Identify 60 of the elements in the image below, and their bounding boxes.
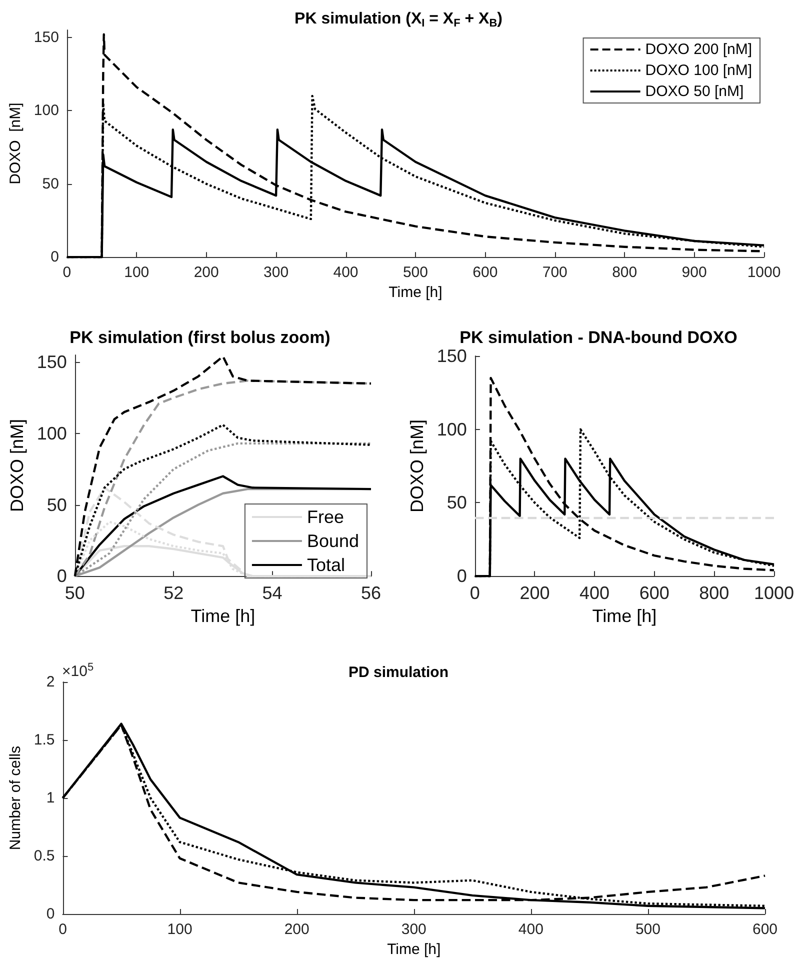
x-tick-label: 0 <box>470 583 480 604</box>
x-tick-label: 800 <box>612 264 638 282</box>
legend-label: Bound <box>306 531 360 551</box>
legend-label: DOXO 100 [nM] <box>645 62 752 79</box>
x-tick-label: 700 <box>542 264 568 282</box>
y-tick-label: 0 <box>50 248 59 266</box>
y-axis-title: DOXO [nM] <box>7 102 24 184</box>
y-tick-label: 1.5 <box>34 732 55 748</box>
x-tick-label: 400 <box>580 583 610 604</box>
y-axis-title: Number of cells <box>7 746 24 850</box>
y-tick-label: 100 <box>436 419 467 440</box>
y-tick-label: 0 <box>46 906 55 922</box>
chart-title: PK simulation - DNA-bound DOXO <box>460 328 738 347</box>
x-axis-title: Time [h] <box>190 606 256 626</box>
y-tick-label: 150 <box>436 346 467 366</box>
y-tick-label: 2 <box>46 674 55 690</box>
y-tick-label: 100 <box>36 423 67 444</box>
y-tick-label: 0 <box>56 566 67 586</box>
y-tick-label: 1 <box>46 790 55 806</box>
x-tick-label: 1000 <box>747 264 781 282</box>
chart-title: PD simulation <box>348 664 449 681</box>
x-tick-label: 600 <box>472 264 498 282</box>
legend-label: DOXO 50 [nM] <box>645 83 744 100</box>
x-tick-label: 100 <box>124 264 150 282</box>
x-tick-label: 300 <box>401 921 426 938</box>
y-tick-label: 150 <box>34 28 59 46</box>
x-tick-label: 200 <box>194 264 219 282</box>
chart-title: PK simulation (first bolus zoom) <box>70 328 330 347</box>
x-tick-label: 300 <box>264 264 289 282</box>
x-tick-label: 56 <box>360 583 382 604</box>
y-axis-title: DOXO [nM] <box>7 419 27 512</box>
x-tick-label: 100 <box>167 921 192 938</box>
y-tick-label: 50 <box>46 494 67 515</box>
x-tick-label: 900 <box>682 264 707 282</box>
legend-label: DOXO 200 [nM] <box>645 41 752 58</box>
y-tick-label: 50 <box>446 492 467 513</box>
x-axis-title: Time [h] <box>387 940 441 958</box>
x-axis-title: Time [h] <box>592 606 657 626</box>
x-tick-label: 52 <box>164 583 184 604</box>
y-tick-label: 50 <box>42 175 59 192</box>
x-axis-title: Time [h] <box>388 284 442 301</box>
y-tick-label: 0 <box>456 566 467 586</box>
x-tick-label: 500 <box>402 264 428 282</box>
x-tick-label: 54 <box>262 583 282 604</box>
x-tick-label: 400 <box>333 264 358 282</box>
x-tick-label: 200 <box>520 583 550 604</box>
x-tick-label: 600 <box>752 921 778 938</box>
legend-label: Free <box>306 507 344 527</box>
y-tick-label: 100 <box>34 102 59 120</box>
x-tick-label: 400 <box>518 921 544 938</box>
x-tick-label: 50 <box>64 583 85 604</box>
x-tick-label: 1000 <box>754 583 794 604</box>
x-tick-label: 800 <box>699 583 730 604</box>
y-tick-label: 0.5 <box>34 848 55 864</box>
y-axis-title: DOXO [nM] <box>407 420 427 513</box>
x-tick-label: 200 <box>284 921 310 938</box>
x-tick-label: 600 <box>639 583 670 604</box>
y-tick-label: 150 <box>36 352 67 372</box>
x-tick-label: 500 <box>635 921 660 938</box>
legend-label: Total <box>306 555 345 575</box>
